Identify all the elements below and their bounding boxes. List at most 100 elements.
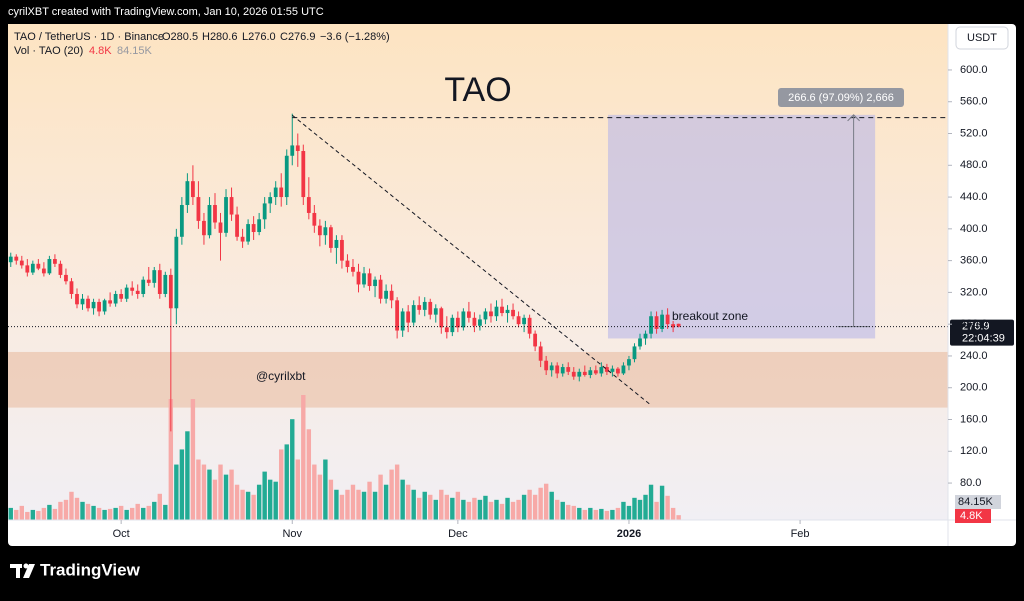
candle-body [312, 212, 317, 226]
volume-bar [301, 395, 306, 520]
candle-body [516, 316, 521, 325]
candle-body [461, 311, 466, 328]
candle-body [340, 239, 344, 261]
candle-body [268, 197, 273, 204]
volume-bar [637, 499, 643, 520]
volume-bar [461, 499, 466, 520]
candle-body [384, 290, 388, 299]
volume-bar [251, 494, 256, 520]
candle-body [53, 259, 57, 264]
volume-bar [174, 464, 179, 520]
volume-bar [521, 494, 527, 520]
volume-bar [417, 497, 422, 520]
candle-body [229, 197, 234, 215]
volume-bar [69, 491, 74, 520]
volume-bar [394, 464, 400, 520]
vol-ma-tag-text: 84.15K [958, 496, 994, 508]
candle-body [356, 271, 361, 285]
volume-bar [179, 449, 185, 520]
volume-bar [659, 485, 665, 520]
candle-body [58, 263, 63, 275]
volume-bar [632, 497, 637, 520]
vol-ma-tag [955, 495, 1001, 509]
volume-bar [643, 494, 648, 520]
candle-body [157, 270, 162, 294]
candle-body [533, 333, 538, 347]
candle-body [494, 306, 499, 317]
volume-bar [361, 491, 367, 520]
volume-bar [621, 501, 626, 520]
candle-body [406, 311, 411, 323]
candle-body [621, 365, 626, 374]
volume-bar [483, 495, 488, 520]
candle-body [124, 287, 129, 299]
volume-bar [146, 505, 151, 520]
candle-body [179, 205, 184, 237]
volume-bar [19, 505, 24, 520]
volume-bar [560, 501, 565, 520]
candle-body [505, 309, 510, 314]
volume-bar [113, 507, 118, 520]
vol-last-tag [955, 509, 991, 523]
candle-body [676, 323, 681, 327]
candle-body [196, 197, 201, 221]
volume-bar [229, 469, 234, 520]
y-tick-label: 160.0 [960, 413, 988, 425]
volume-bar [422, 491, 427, 520]
volume-bar [505, 497, 510, 520]
candle-body [119, 293, 124, 299]
candle-body [362, 273, 366, 285]
volume-bar [323, 459, 328, 520]
y-tick-label: 80.0 [960, 477, 981, 489]
volume-bar [14, 509, 19, 520]
volume-bar [566, 504, 571, 520]
measure-label: 266.6 (97.09%) 2,666 [788, 92, 894, 104]
candle-body [417, 305, 422, 310]
candle-body [218, 222, 223, 233]
volume-bar [135, 503, 140, 520]
volume-bar [488, 501, 494, 520]
currency-button[interactable] [955, 26, 1009, 50]
volume-bar [571, 505, 576, 520]
measure-label-bg [778, 88, 904, 107]
volume-bar [190, 399, 196, 520]
candle-body [610, 368, 615, 372]
y-tick-label: 480.0 [960, 159, 988, 171]
volume-bar [129, 507, 135, 520]
y-tick-label: 200.0 [960, 382, 988, 394]
candle-body [444, 327, 449, 333]
currency[interactable]: USDT [967, 32, 997, 44]
volume-bar [599, 508, 604, 520]
y-tick-label: 120.0 [960, 445, 988, 457]
candle-body [329, 227, 333, 248]
candle-body [295, 145, 300, 151]
volume-bar [196, 459, 201, 520]
volume-bar [615, 507, 621, 520]
volume-bar [477, 499, 483, 520]
candle-body [433, 308, 438, 315]
candle-body [500, 306, 504, 314]
x-tick-label: Dec [448, 528, 468, 540]
candle-body [643, 333, 648, 339]
candle-body [638, 338, 642, 347]
candle-body [373, 279, 377, 287]
volume-bar [262, 471, 267, 520]
candle-body [588, 370, 593, 376]
y-tick-label: 520.0 [960, 127, 988, 139]
volume-bar [185, 431, 190, 520]
volume-bar [538, 487, 543, 520]
countdown: 22:04:39 [962, 333, 1005, 345]
candle-body [511, 309, 515, 317]
candle-body [466, 311, 471, 318]
candle-body [306, 197, 311, 213]
candle-body [593, 370, 598, 374]
volume-bar [91, 505, 96, 520]
volume-bar [549, 491, 554, 520]
volume-bar [290, 419, 295, 520]
volume-bar [141, 507, 146, 520]
candle-body [8, 256, 13, 263]
arrow-head [847, 114, 860, 122]
candle-body [14, 256, 19, 261]
support-zone [8, 351, 948, 408]
volume-bar [96, 507, 102, 520]
